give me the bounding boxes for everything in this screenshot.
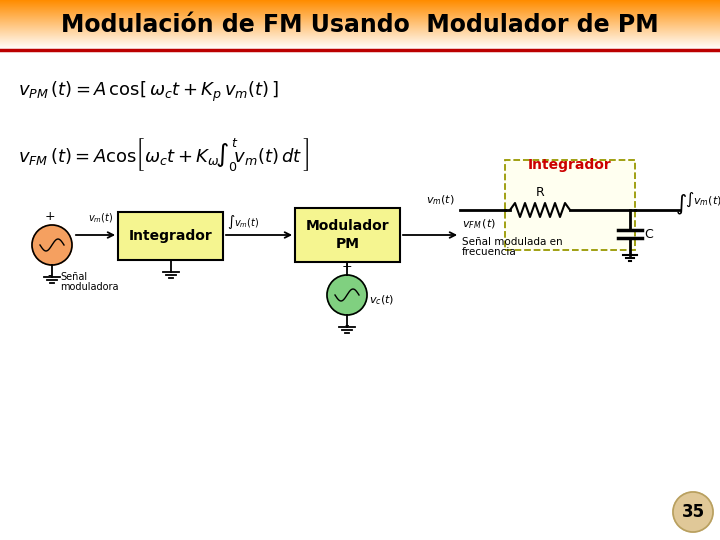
Circle shape	[673, 492, 713, 532]
Text: $v_m(t)$: $v_m(t)$	[426, 193, 455, 207]
Text: C: C	[644, 227, 653, 240]
Text: 35: 35	[681, 503, 705, 521]
Bar	[505, 160, 635, 250]
Text: moduladora: moduladora	[60, 282, 119, 292]
Text: $v_{FM}\,(t)$: $v_{FM}\,(t)$	[462, 217, 496, 231]
Text: -: -	[345, 319, 349, 332]
Text: Integrador: Integrador	[129, 229, 212, 243]
Text: Modulación de FM Usando  Modulador de PM: Modulación de FM Usando Modulador de PM	[61, 13, 659, 37]
Text: $v_m(t)$: $v_m(t)$	[88, 211, 113, 225]
Circle shape	[32, 225, 72, 265]
Text: +: +	[342, 260, 352, 273]
Text: $\int v_m(t)$: $\int v_m(t)$	[685, 191, 720, 209]
Bar	[295, 208, 400, 262]
Text: -: -	[48, 269, 53, 282]
Text: frecuencia: frecuencia	[462, 247, 517, 257]
Text: $\int v_m(t)$: $\int v_m(t)$	[227, 213, 259, 231]
Text: +: +	[45, 210, 55, 223]
Circle shape	[327, 275, 367, 315]
Text: Modulador: Modulador	[306, 219, 390, 233]
Text: $v_c(t)$: $v_c(t)$	[369, 293, 395, 307]
Text: $\int$: $\int$	[675, 193, 687, 217]
Bar	[118, 212, 223, 260]
Text: R: R	[536, 186, 544, 199]
Text: PM: PM	[336, 237, 359, 251]
Text: $v_{FM}\,(t) = A\cos\!\left[\omega_c t + K_\omega\!\int_0^t\!v_m(t)\,dt\,\right]: $v_{FM}\,(t) = A\cos\!\left[\omega_c t +…	[18, 137, 310, 173]
Text: $v_{PM}\,(t) = A\,\cos[\,\omega_c t + K_p\,v_m(t)\,]$: $v_{PM}\,(t) = A\,\cos[\,\omega_c t + K_…	[18, 80, 279, 104]
Text: Integrador: Integrador	[528, 158, 612, 172]
Text: Señal modulada en: Señal modulada en	[462, 237, 562, 247]
Text: Señal: Señal	[60, 272, 87, 282]
